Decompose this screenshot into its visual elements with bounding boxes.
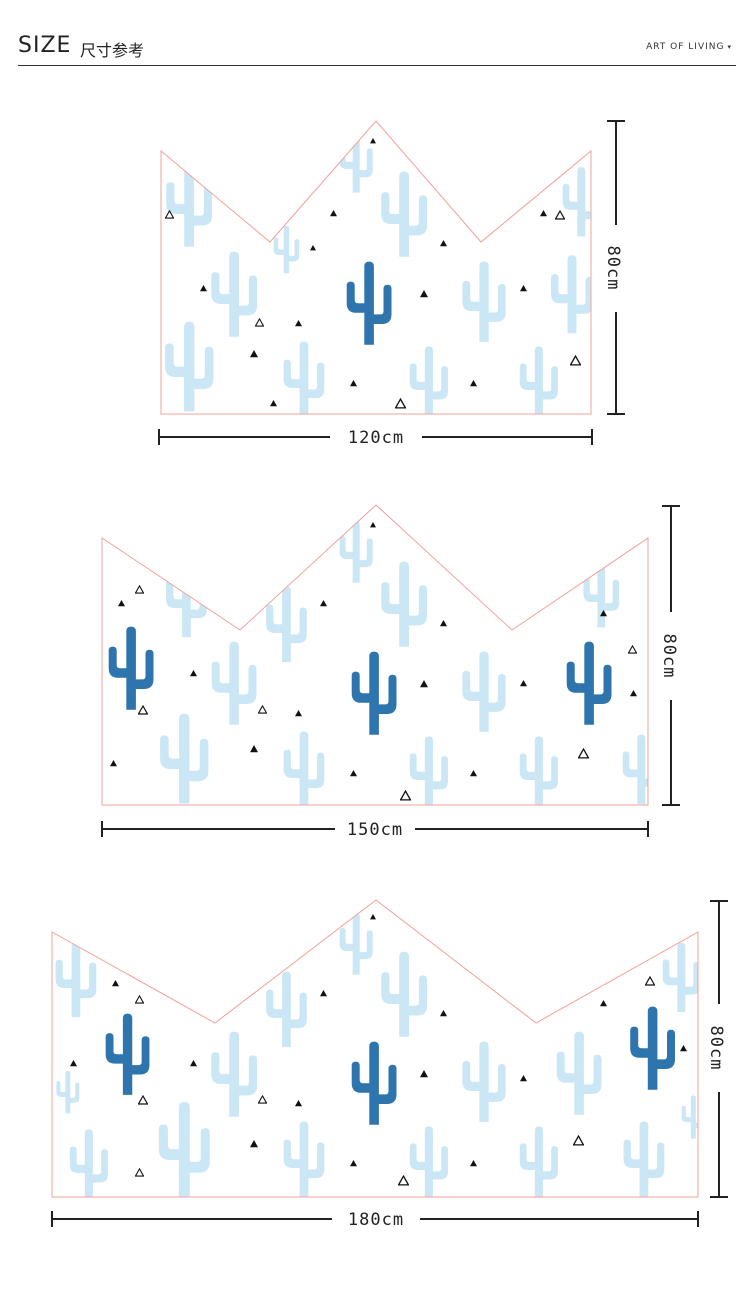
width-label: 120cm xyxy=(348,428,404,448)
height-label: 80cm xyxy=(706,1026,726,1071)
height-dimension xyxy=(607,120,625,415)
width-dimension xyxy=(101,821,649,837)
cactus-pattern xyxy=(108,521,648,805)
header: SIZE 尺寸参考 ART OF LIVING ▾ xyxy=(18,30,736,66)
height-dimension xyxy=(662,505,680,806)
chevron-down-icon: ▾ xyxy=(727,43,732,51)
width-dimension xyxy=(51,1211,699,1227)
header-divider xyxy=(18,65,736,66)
width-dimension xyxy=(158,429,593,445)
brand-menu[interactable]: ART OF LIVING ▾ xyxy=(646,42,732,52)
cactus-pattern xyxy=(165,131,591,414)
size-title: SIZE xyxy=(18,33,72,58)
height-dimension xyxy=(710,900,728,1198)
panel-180: 180cm 80cm xyxy=(51,899,728,1230)
size-title-cn: 尺寸参考 xyxy=(80,41,145,60)
width-label: 180cm xyxy=(348,1210,404,1230)
height-label: 80cm xyxy=(603,246,623,291)
cactus-pattern xyxy=(55,913,698,1197)
panel-120: 120cm 80cm xyxy=(158,120,625,448)
width-label: 150cm xyxy=(347,820,403,840)
panel-150: 150cm 80cm xyxy=(101,504,680,840)
height-label: 80cm xyxy=(659,634,679,679)
brand-label: ART OF LIVING xyxy=(646,42,725,52)
